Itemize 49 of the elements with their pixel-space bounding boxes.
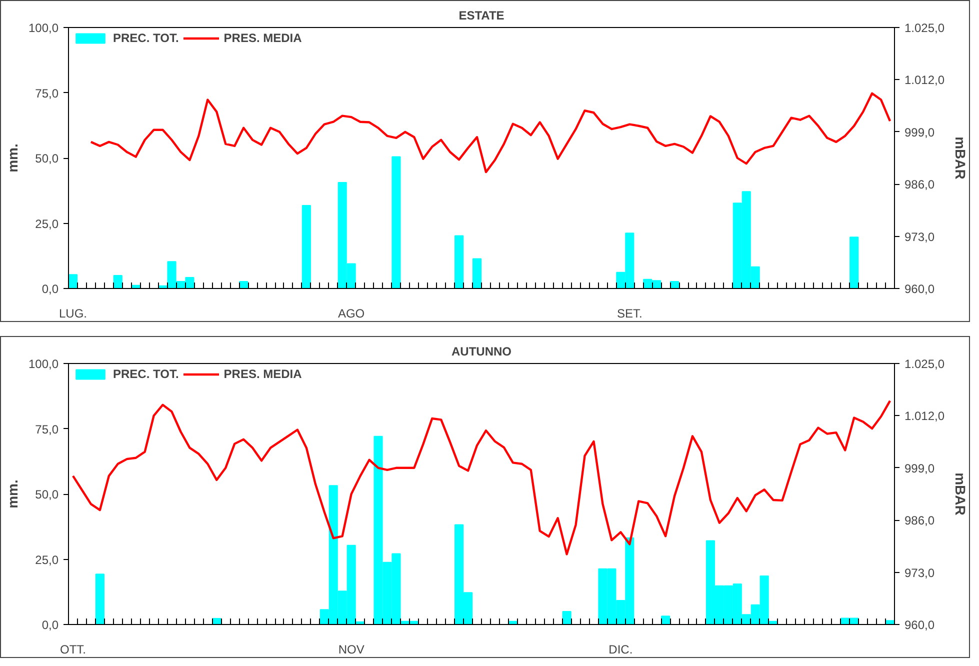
y-tick-label: 0,0: [42, 282, 59, 296]
bar: [392, 156, 401, 288]
y-tick-label: 75,0: [35, 86, 59, 100]
legend-label: PREC. TOT.: [113, 31, 179, 45]
x-tick-label: AGO: [338, 306, 365, 320]
legend-label: PRES. MEDIA: [224, 367, 302, 381]
legend-label: PREC. TOT.: [113, 367, 179, 381]
bar: [472, 258, 482, 288]
bar: [113, 274, 122, 288]
y2-tick-label: 986,0: [904, 514, 935, 528]
x-tick-label: DIC.: [608, 642, 633, 656]
y-tick-label: 100,0: [28, 357, 59, 371]
y2-tick-label: 973,0: [904, 566, 935, 580]
legend-label: PRES. MEDIA: [224, 31, 302, 45]
y2-axis-title: mBAR: [952, 472, 969, 516]
y2-tick-label: 1.025,0: [904, 21, 945, 35]
bar: [454, 235, 464, 288]
y-tick-label: 25,0: [35, 216, 59, 231]
bar: [68, 274, 78, 288]
bar: [850, 236, 859, 288]
y-axis-title: mm.: [4, 144, 20, 172]
y-tick-label: 100,0: [28, 21, 59, 35]
chart-title: ESTATE: [458, 8, 504, 22]
y2-tick-label: 1.012,0: [904, 409, 945, 424]
y-tick-label: 75,0: [35, 422, 59, 436]
chart-title: AUTUNNO: [452, 344, 512, 358]
x-tick-label: LUG.: [58, 306, 87, 320]
y-axis-title: mm.: [4, 480, 20, 508]
line-series: [90, 92, 892, 174]
y-tick-label: 0,0: [42, 618, 59, 632]
y2-tick-label: 1.025,0: [904, 357, 945, 371]
x-tick-label: NOV: [338, 642, 364, 656]
y-tick-label: 25,0: [35, 552, 59, 567]
y2-tick-label: 960,0: [904, 282, 935, 296]
y2-tick-label: 999,0: [904, 125, 935, 140]
y-tick-label: 50,0: [35, 488, 59, 502]
y2-tick-label: 986,0: [904, 178, 935, 192]
bar: [95, 574, 104, 624]
x-tick-label: SET.: [616, 306, 642, 320]
y2-axis-title: mBAR: [952, 136, 969, 180]
bar: [562, 610, 572, 624]
y2-tick-label: 1.012,0: [904, 73, 945, 88]
y2-tick-label: 973,0: [904, 230, 935, 244]
x-tick-label: OTT.: [60, 642, 86, 656]
line-series: [72, 400, 892, 556]
bar: [302, 205, 311, 288]
y2-tick-label: 999,0: [904, 461, 935, 476]
y2-tick-label: 960,0: [904, 618, 935, 632]
y-tick-label: 50,0: [35, 152, 59, 166]
